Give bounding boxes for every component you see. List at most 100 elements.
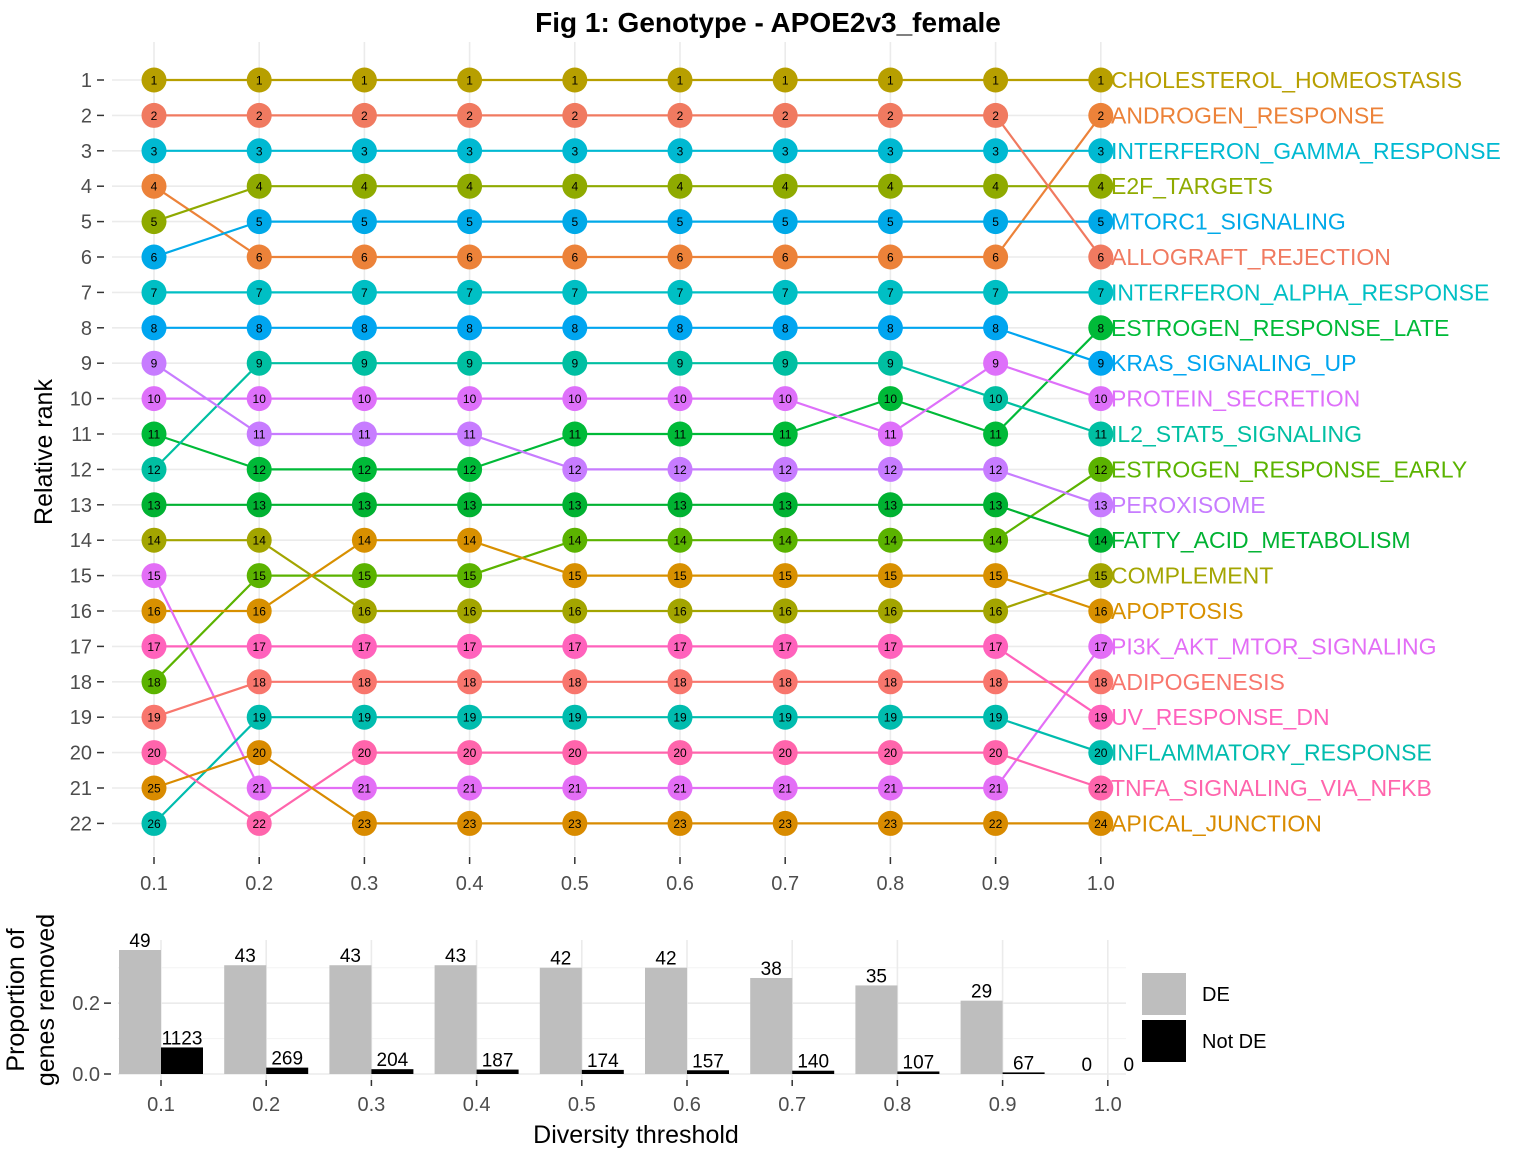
rank-point-label: 3 xyxy=(887,144,894,158)
rank-x-tick-label: 0.3 xyxy=(350,873,378,895)
rank-point-label: 9 xyxy=(1097,357,1104,371)
rank-point-label: 7 xyxy=(887,286,894,300)
rank-point-label: 5 xyxy=(361,215,368,229)
rank-point xyxy=(351,527,377,553)
rank-point-label: 7 xyxy=(466,286,473,300)
rank-point-label: 17 xyxy=(568,640,582,654)
rank-point-label: 17 xyxy=(463,640,477,654)
rank-point-label: 8 xyxy=(256,321,263,335)
rank-point-label: 15 xyxy=(779,569,793,583)
rank-point xyxy=(1088,386,1114,412)
bar xyxy=(897,1071,940,1074)
rank-point-label: 14 xyxy=(463,534,477,548)
rank-point-label: 1 xyxy=(782,74,789,88)
bar-x-tick-label: 1.0 xyxy=(1094,1094,1122,1116)
rank-point xyxy=(141,138,167,164)
rank-point-label: 3 xyxy=(256,144,263,158)
rank-point-label: 11 xyxy=(674,428,687,442)
rank-point-label: 9 xyxy=(677,357,684,371)
rank-point-label: 20 xyxy=(463,746,477,760)
bar-value-label: 49 xyxy=(129,931,150,952)
series-line xyxy=(153,362,1102,471)
rank-point xyxy=(457,563,483,589)
rank-point xyxy=(141,386,167,412)
rank-point-label: 2 xyxy=(466,109,473,123)
bar-value-label: 43 xyxy=(235,946,256,967)
bar-value-label: 67 xyxy=(1013,1053,1034,1074)
rank-point-label: 14 xyxy=(568,534,582,548)
rank-point-label: 3 xyxy=(1097,144,1104,158)
pathway-label: UV_RESPONSE_DN xyxy=(1111,704,1330,730)
rank-point-label: 3 xyxy=(151,144,158,158)
rank-point xyxy=(877,563,903,589)
bar xyxy=(119,950,161,1074)
rank-point-label: 18 xyxy=(779,675,793,689)
legend-label: Not DE xyxy=(1202,1031,1266,1053)
bar-value-label: 43 xyxy=(340,946,361,967)
series-line xyxy=(154,503,1102,542)
rank-point-label: 22 xyxy=(989,817,1003,831)
rank-point-label: 8 xyxy=(466,321,473,335)
rank-point-label: 8 xyxy=(151,321,158,335)
rank-point xyxy=(246,633,272,659)
rank-point-label: 9 xyxy=(571,357,578,371)
bar-value-label: 174 xyxy=(587,1051,619,1072)
bar-value-label: 42 xyxy=(550,949,571,970)
rank-point xyxy=(983,598,1009,624)
series-line xyxy=(153,220,1101,259)
bar-x-tick-label: 0.8 xyxy=(883,1094,911,1116)
rank-point-label: 6 xyxy=(571,251,578,265)
rank-point xyxy=(351,810,377,836)
rank-point-label: 15 xyxy=(463,569,477,583)
rank-point-label: 19 xyxy=(1094,711,1108,725)
rank-point xyxy=(141,315,167,341)
rank-point xyxy=(351,67,377,93)
rank-point xyxy=(667,421,693,447)
bar xyxy=(224,965,267,1074)
rank-point-label: 11 xyxy=(569,428,582,442)
rank-point-label: 8 xyxy=(571,321,578,335)
rank-point-label: 14 xyxy=(358,534,372,548)
rank-point xyxy=(246,456,272,482)
rank-point-label: 18 xyxy=(884,675,898,689)
rank-point-label: 7 xyxy=(151,286,158,300)
rank-point xyxy=(667,492,693,518)
bar-value-label: 157 xyxy=(692,1051,724,1072)
rank-point xyxy=(246,386,272,412)
rank-point-label: 2 xyxy=(571,109,578,123)
rank-panel: 1 1 1 1 1 1 1 1 1 146 6 6 6 6 6 6 623 3 3 3 3 3 3 3 3 354 4 4 4 4 4 4 4 4… xyxy=(30,42,1501,895)
rank-point xyxy=(1088,740,1114,766)
rank-point-label: 19 xyxy=(568,711,582,725)
rank-point xyxy=(772,810,798,836)
rank-point-label: 21 xyxy=(779,782,793,796)
rank-point-label: 19 xyxy=(989,711,1003,725)
rank-point xyxy=(246,704,272,730)
rank-point-label: 13 xyxy=(779,498,793,512)
rank-point xyxy=(562,633,588,659)
rank-point-label: 7 xyxy=(677,286,684,300)
pathway-label: INTERFERON_ALPHA_RESPONSE xyxy=(1111,279,1489,305)
bar-x-tick-label: 0.4 xyxy=(463,1094,491,1116)
rank-x-axis: 0.1 0.2 0.3 0.4 0.5 0.6 0.7 0.8 0.9 1.0 xyxy=(140,857,1115,895)
legend-label: DE xyxy=(1202,984,1230,1006)
rank-point xyxy=(772,421,798,447)
rank-point-label: 11 xyxy=(253,428,266,442)
rank-point-label: 11 xyxy=(989,428,1002,442)
rank-point-label: 9 xyxy=(887,357,894,371)
rank-point xyxy=(983,386,1009,412)
rank-point-label: 10 xyxy=(358,392,372,406)
rank-point-label: 4 xyxy=(677,180,684,194)
rank-point xyxy=(1088,527,1114,553)
rank-point xyxy=(141,492,167,518)
rank-point xyxy=(562,209,588,235)
rank-point-label: 8 xyxy=(361,321,368,335)
rank-point-label: 17 xyxy=(989,640,1003,654)
rank-point-label: 14 xyxy=(884,534,898,548)
rank-point-label: 15 xyxy=(568,569,582,583)
rank-point xyxy=(983,209,1009,235)
rank-point xyxy=(1088,244,1114,270)
pathway-label: COMPLEMENT xyxy=(1111,563,1273,589)
rank-point-label: 19 xyxy=(147,711,161,725)
rank-point xyxy=(772,633,798,659)
rank-point-label: 6 xyxy=(1097,251,1104,265)
